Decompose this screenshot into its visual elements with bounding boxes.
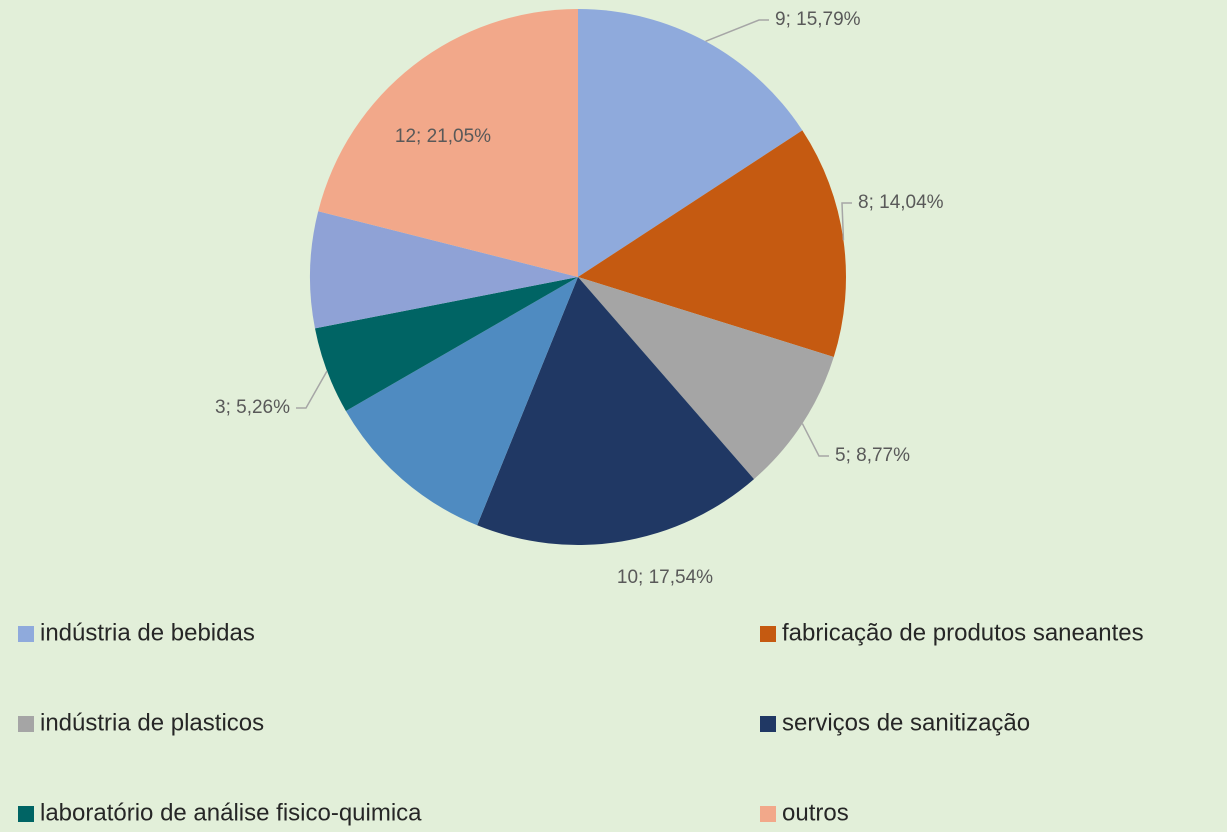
legend-label: outros <box>782 799 849 826</box>
pie-slice <box>477 277 755 545</box>
pie-slice <box>578 9 803 277</box>
legend-swatch <box>18 716 34 732</box>
legend-label: indústria de bebidas <box>40 619 255 646</box>
data-label: 9; 15,79% <box>775 9 861 30</box>
leader-line <box>296 370 328 409</box>
leader-line <box>841 202 852 241</box>
legend-swatch <box>760 716 776 732</box>
pie-slice <box>318 9 578 277</box>
legend-label: fabricação de produtos saneantes <box>782 619 1144 646</box>
pie-slice <box>578 130 846 358</box>
pie-slice <box>578 277 834 480</box>
legend-swatch <box>18 806 34 822</box>
legend-swatch <box>760 806 776 822</box>
data-label: 10; 17,54% <box>617 567 713 588</box>
leader-line <box>705 19 769 42</box>
legend-label: laboratório de análise fisico-quimica <box>40 799 422 826</box>
legend-swatch <box>760 626 776 642</box>
leader-line <box>801 423 829 457</box>
legend-label: indústria de plasticos <box>40 709 264 736</box>
pie-slice <box>309 211 578 329</box>
data-label: 12; 21,05% <box>395 126 491 147</box>
legend-label: serviços de sanitização <box>782 709 1030 736</box>
legend-swatch <box>18 626 34 642</box>
pie-slice <box>314 277 578 411</box>
data-label: 3; 5,26% <box>215 397 290 418</box>
data-label: 5; 8,77% <box>835 445 910 466</box>
pie-slice <box>345 277 578 526</box>
data-label: 8; 14,04% <box>858 192 944 213</box>
